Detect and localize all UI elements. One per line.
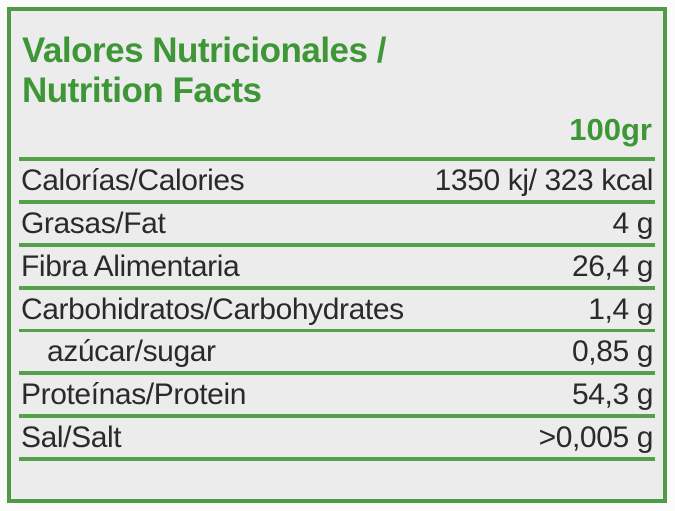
nutrient-row-sugar: azúcar/sugar 0,85 g — [19, 332, 655, 375]
nutrient-name: Grasas/Fat — [21, 206, 166, 240]
nutrition-label-panel: Valores Nutricionales / Nutrition Facts … — [7, 7, 667, 503]
nutrient-value: 1350 kj/ 323 kcal — [434, 163, 654, 197]
nutrient-row-protein: Proteínas/Protein 54,3 g — [19, 375, 655, 418]
nutrient-name: Proteínas/Protein — [21, 377, 246, 411]
nutrient-row-calories: Calorías/Calories 1350 kj/ 323 kcal — [19, 161, 655, 204]
nutrient-name: Sal/Salt — [21, 420, 122, 454]
label-title-line2: Nutrition Facts — [22, 71, 262, 110]
nutrient-name: Fibra Alimentaria — [21, 249, 240, 283]
nutrient-row-fiber: Fibra Alimentaria 26,4 g — [19, 247, 655, 290]
nutrient-row-salt: Sal/Salt >0,005 g — [19, 418, 655, 461]
nutrient-value: >0,005 g — [538, 420, 654, 454]
nutrient-value: 4 g — [612, 206, 653, 240]
nutrient-row-fat: Grasas/Fat 4 g — [19, 204, 655, 247]
nutrient-value: 26,4 g — [571, 249, 653, 283]
nutrient-value: 0,85 g — [571, 334, 653, 368]
label-title-line1: Valores Nutricionales / — [22, 31, 386, 70]
nutrient-name: azúcar/sugar — [47, 334, 216, 368]
nutrient-value: 1,4 g — [588, 292, 653, 326]
nutrient-name: Carbohidratos/Carbohydrates — [21, 292, 404, 326]
nutrient-row-carbohydrates: Carbohidratos/Carbohydrates 1,4 g — [19, 290, 655, 332]
nutrient-name: Calorías/Calories — [21, 163, 245, 197]
serving-size: 100gr — [569, 112, 652, 147]
nutrient-table: Calorías/Calories 1350 kj/ 323 kcal Gras… — [19, 157, 655, 461]
label-header: Valores Nutricionales / Nutrition Facts … — [22, 31, 652, 147]
nutrient-value: 54,3 g — [571, 377, 653, 411]
label-title: Valores Nutricionales / Nutrition Facts — [22, 31, 652, 111]
